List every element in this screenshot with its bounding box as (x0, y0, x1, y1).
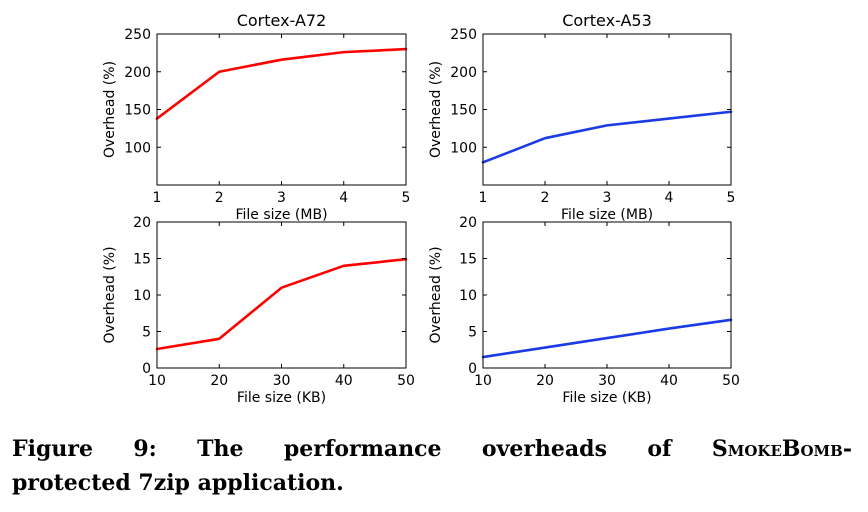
series-line (481, 318, 733, 359)
caption-word: of (647, 436, 672, 462)
x-axis-label: File size (KB) (562, 390, 651, 406)
x-tick-label: 20 (210, 373, 228, 389)
y-axis-label: Overhead (%) (102, 61, 118, 158)
plot-frame (482, 221, 732, 369)
x-tick-label: 4 (665, 190, 674, 206)
series-line (481, 110, 733, 164)
x-tick-label: 20 (536, 373, 554, 389)
x-tick-label: 10 (148, 373, 166, 389)
series-line (155, 47, 408, 120)
chart-title: Cortex-A72 (237, 11, 327, 30)
y-tick-label: 0 (142, 361, 151, 377)
plot-frame (156, 221, 407, 369)
x-tick-label: 30 (598, 373, 616, 389)
x-tick-label: 1 (153, 190, 162, 206)
x-tick-label: 40 (660, 373, 678, 389)
y-tick-label: 200 (450, 65, 477, 81)
x-tick-label: 30 (273, 373, 291, 389)
x-axis-label: File size (MB) (561, 207, 653, 223)
y-tick-label: 100 (124, 140, 151, 156)
y-tick-label: 5 (142, 325, 151, 341)
caption-word: The (197, 436, 244, 462)
x-axis-label: File size (KB) (237, 390, 326, 406)
y-tick-label: 0 (468, 361, 477, 377)
x-axis-label: File size (MB) (235, 207, 327, 223)
y-tick-label: 10 (133, 288, 151, 304)
figure-caption: Figure 9: The performance overheads of S… (12, 432, 852, 500)
x-tick-label: 4 (339, 190, 348, 206)
x-tick-label: 40 (335, 373, 353, 389)
x-tick-label: 2 (541, 190, 550, 206)
y-tick-label: 200 (124, 65, 151, 81)
x-tick-label: 50 (397, 373, 415, 389)
y-tick-label: 100 (450, 140, 477, 156)
caption-line-1: Figure 9: The performance overheads of S… (12, 432, 852, 466)
x-tick-label: 5 (402, 190, 411, 206)
x-tick-label: 2 (215, 190, 224, 206)
y-tick-label: 150 (450, 103, 477, 119)
series-line (155, 257, 408, 351)
chart-panel-2: 1 2 3 4 5 100 150 200 250 File size (MB) Overhead … (428, 11, 735, 223)
x-tick-label: 1 (479, 190, 488, 206)
x-tick-label: 3 (277, 190, 286, 206)
x-tick-label: 50 (722, 373, 740, 389)
y-tick-label: 10 (459, 288, 477, 304)
y-tick-label: 250 (450, 27, 477, 43)
x-tick-label: 10 (474, 373, 492, 389)
y-axis-label: Overhead (%) (428, 246, 444, 343)
caption-word: overheads (481, 436, 607, 462)
caption-line-2: protected 7zip application. (12, 470, 344, 496)
caption-word: 9: (133, 436, 157, 462)
y-tick-label: 15 (133, 252, 151, 268)
y-tick-label: 20 (459, 215, 477, 231)
plot-frame (156, 33, 407, 186)
caption-word: performance (283, 436, 442, 462)
x-tick-label: 5 (727, 190, 736, 206)
y-tick-label: 250 (124, 27, 151, 43)
y-axis-label: Overhead (%) (102, 246, 118, 343)
chart-panel-3: 10 20 30 40 50 0 5 10 15 20 File size (KB) Overhead… (102, 215, 415, 406)
chart-panel-1: 1 2 3 4 5 100 150 200 250 File size (MB) Overhead … (102, 11, 410, 223)
x-tick-label: 3 (603, 190, 612, 206)
plot-frame (482, 33, 732, 186)
y-axis-label: Overhead (%) (428, 61, 444, 158)
chart-title: Cortex-A53 (562, 11, 652, 30)
y-tick-label: 15 (459, 252, 477, 268)
chart-panel-4: 10 20 30 40 50 0 5 10 15 20 File size (KB) Overhead… (428, 215, 740, 406)
y-tick-label: 150 (124, 103, 151, 119)
caption-word: Figure (12, 436, 93, 462)
caption-word-smokebomb: SmokeBomb- (711, 436, 852, 462)
y-tick-label: 5 (468, 325, 477, 341)
y-tick-label: 20 (133, 215, 151, 231)
